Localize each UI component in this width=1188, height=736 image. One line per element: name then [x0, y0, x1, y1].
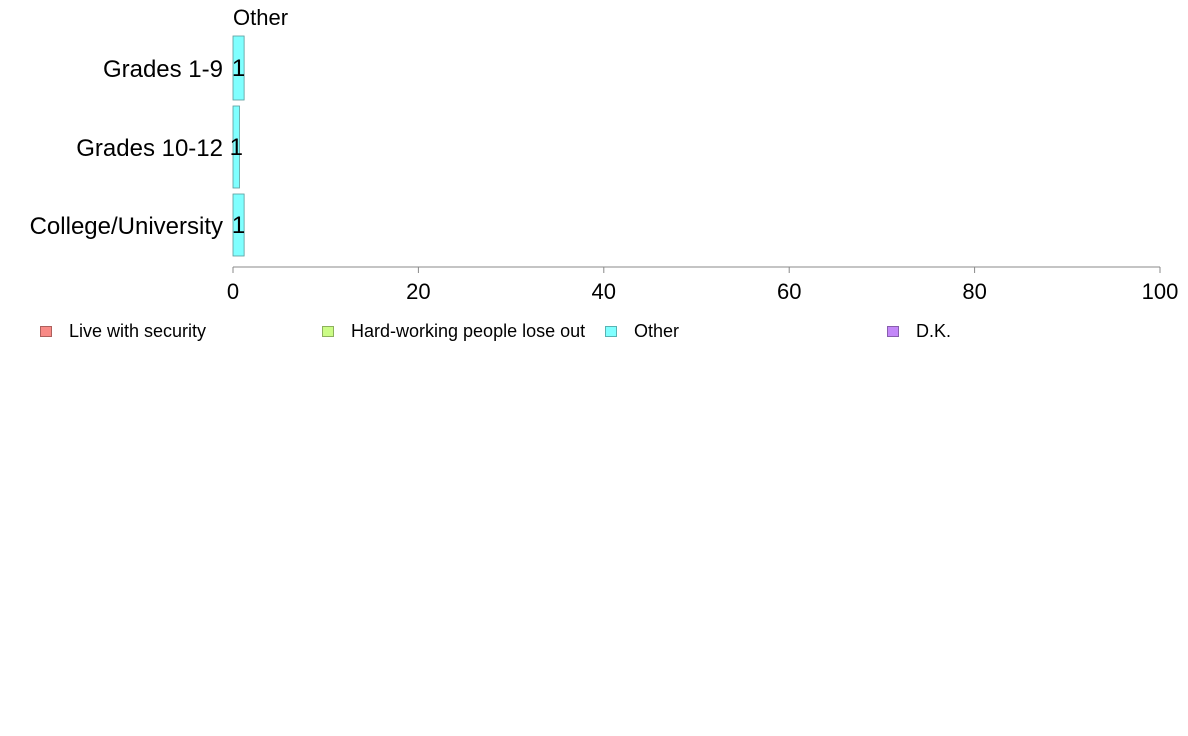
bar-0 — [232, 35, 245, 101]
bar-value-label-2: 1 — [232, 212, 245, 239]
x-tick-label-3: 60 — [777, 279, 801, 304]
bar-value-label-0: 1 — [232, 55, 245, 82]
bars-layer: 1 1 1 — [230, 35, 245, 257]
legend-label-1: Hard-working people lose out — [351, 320, 586, 341]
category-label-2: College/University — [30, 213, 223, 240]
chart-svg: Other 1 1 1 Grades 1-9 Grades 10-12 College/… — [30, 5, 1179, 304]
category-label-1: Grades 10-12 — [76, 135, 223, 162]
legend-swatch-3 — [887, 325, 899, 337]
bar-1 — [232, 105, 240, 189]
category-labels: Grades 1-9 Grades 10-12 College/University — [30, 56, 223, 240]
legend-item-0: Live with security — [40, 318, 206, 344]
legend-item-2: Other — [605, 318, 679, 344]
x-tick-label-1: 20 — [406, 279, 430, 304]
category-label-0: Grades 1-9 — [103, 56, 223, 83]
legend-label-3: D.K. — [916, 320, 952, 341]
x-axis: 0 20 40 60 80 100 — [227, 266, 1179, 304]
legend-item-1: Hard-working people lose out — [322, 318, 585, 344]
x-tick-label-2: 40 — [592, 279, 616, 304]
panel-title: Other — [233, 5, 288, 30]
legend-item-3: D.K. — [887, 318, 951, 344]
legend-swatch-1 — [322, 325, 334, 337]
legend-label-2: Other — [634, 320, 680, 341]
x-tick-label-4: 80 — [962, 279, 986, 304]
legend-label-0: Live with security — [69, 320, 207, 341]
bar-2 — [232, 193, 245, 257]
x-tick-label-5: 100 — [1142, 279, 1179, 304]
legend-swatch-0 — [40, 325, 52, 337]
bar-value-label-1: 1 — [230, 134, 243, 161]
legend-swatch-2 — [605, 325, 617, 337]
legend: Live with security Hard-working people lo… — [0, 318, 1188, 344]
x-tick-label-0: 0 — [227, 279, 239, 304]
